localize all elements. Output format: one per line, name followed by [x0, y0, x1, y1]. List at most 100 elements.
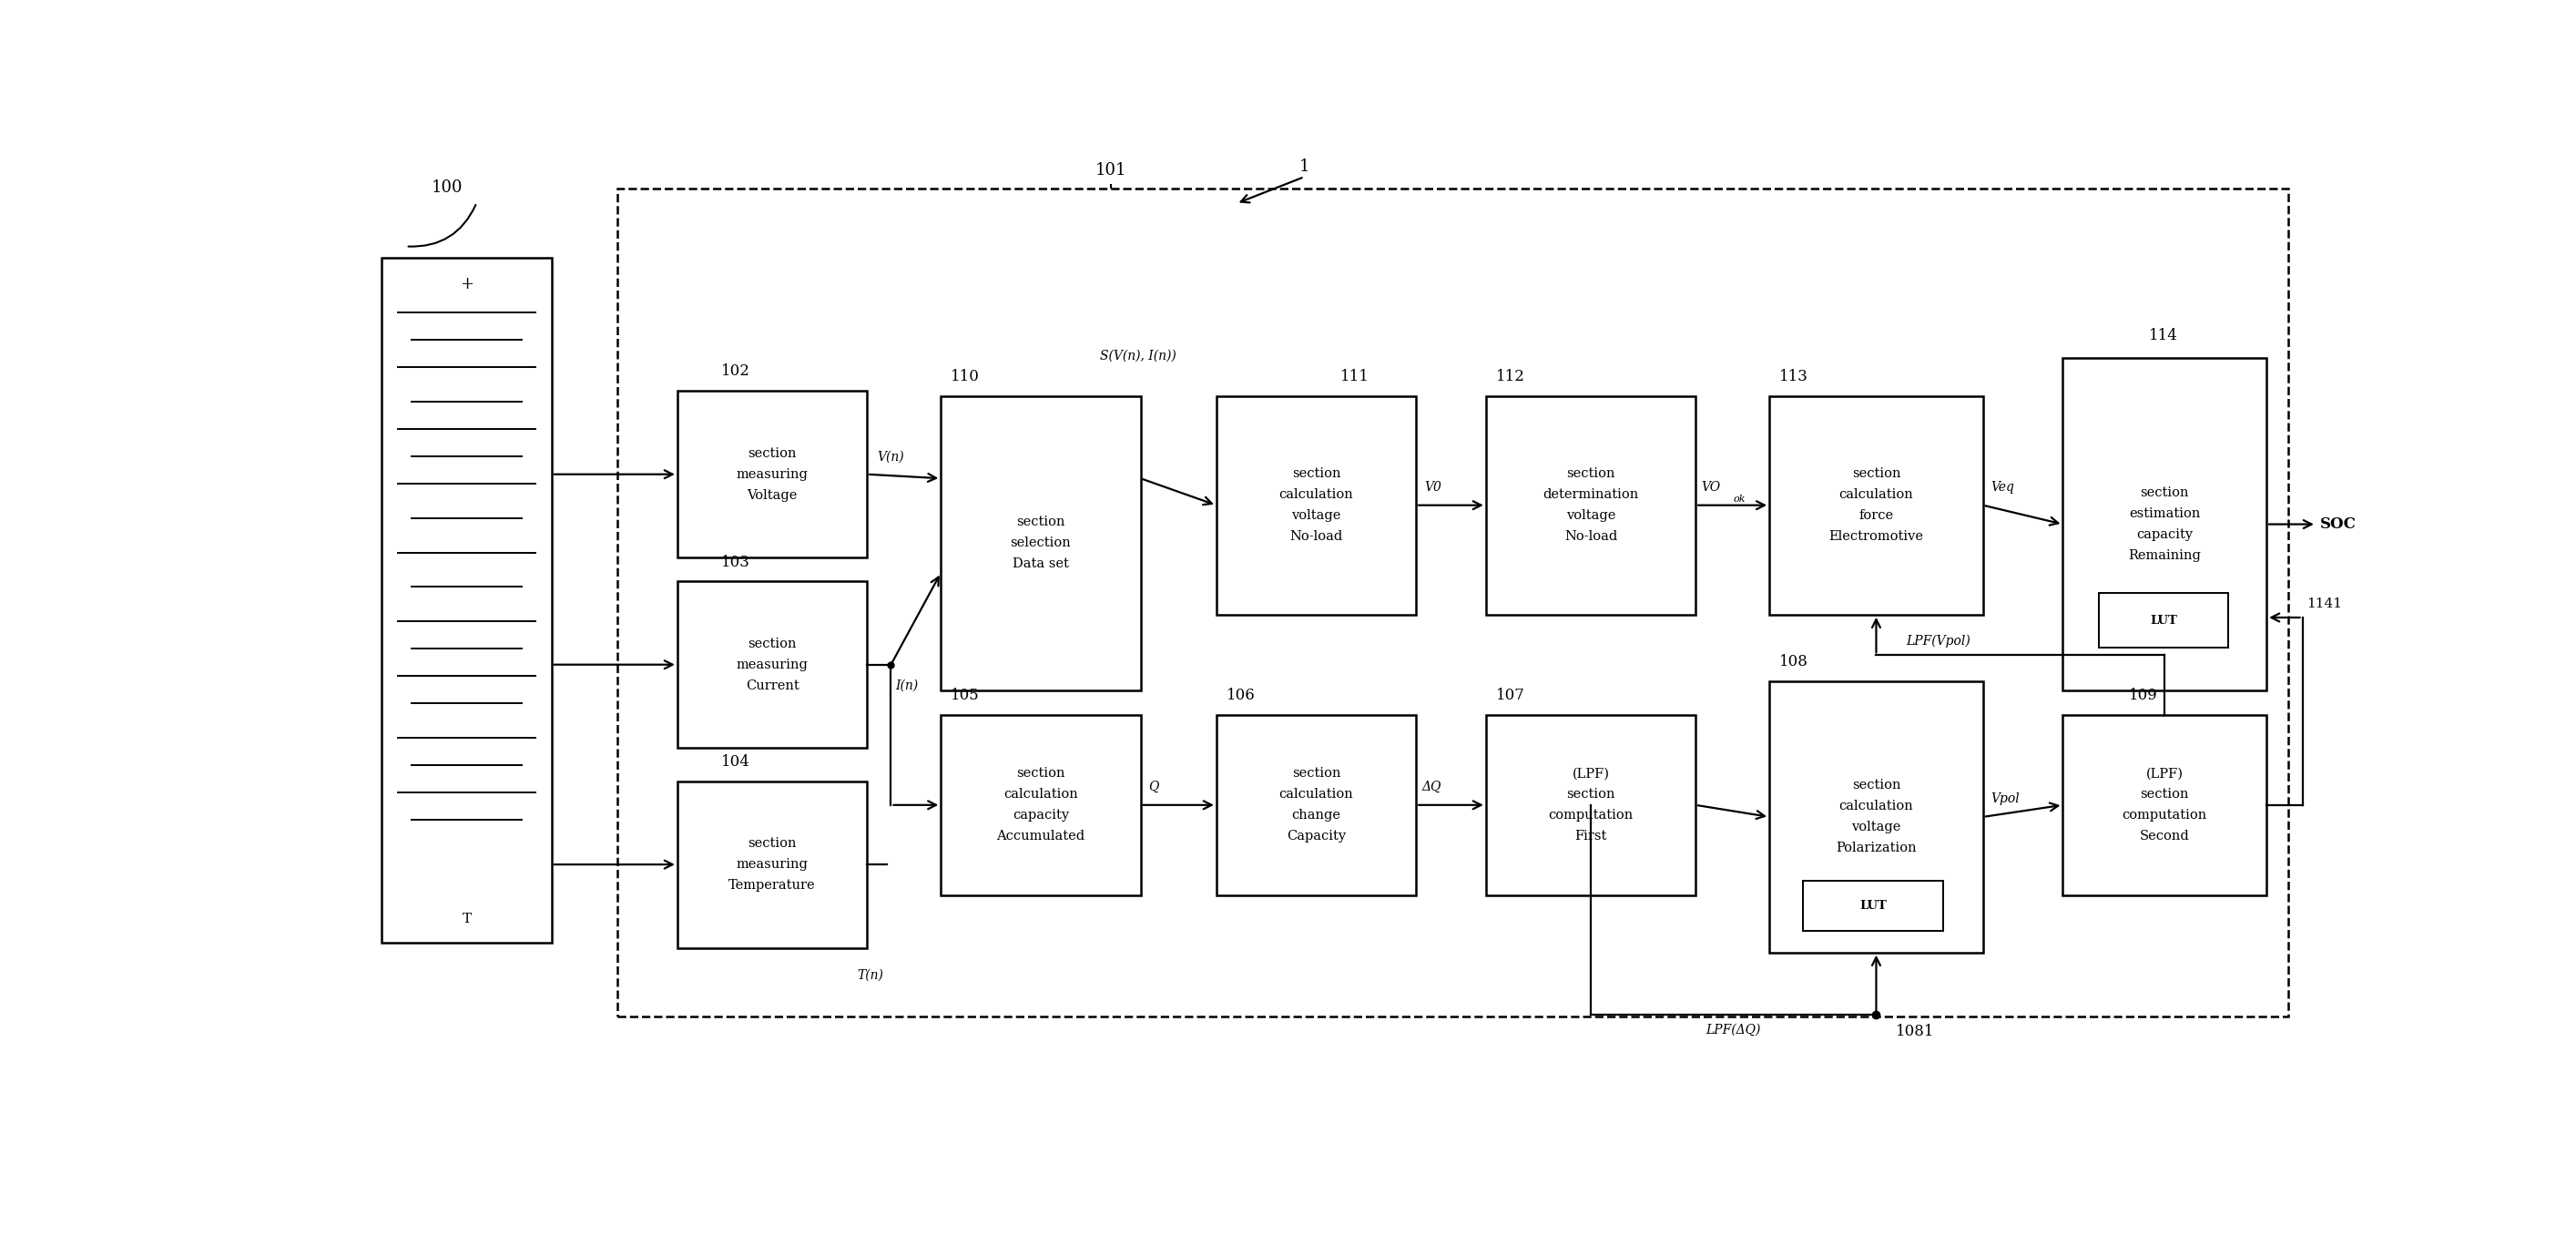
Bar — [1486, 714, 1695, 895]
Text: 104: 104 — [721, 754, 750, 770]
Text: (LPF): (LPF) — [2146, 768, 2184, 780]
Text: selection: selection — [1010, 536, 1072, 550]
Text: section: section — [747, 638, 796, 650]
Text: Electromotive: Electromotive — [1829, 530, 1924, 543]
Bar — [1486, 396, 1695, 614]
Text: First: First — [1574, 831, 1607, 843]
Text: force: force — [1860, 509, 1893, 522]
Text: voltage: voltage — [1566, 509, 1615, 522]
Text: V(n): V(n) — [876, 450, 904, 462]
Bar — [1770, 681, 1984, 953]
Text: 114: 114 — [2148, 328, 2177, 344]
Bar — [940, 714, 1141, 895]
Text: measuring: measuring — [737, 468, 809, 481]
Text: 113: 113 — [1780, 368, 1808, 384]
Bar — [677, 581, 868, 748]
Text: computation: computation — [2123, 810, 2208, 822]
Text: ok: ok — [1734, 494, 1747, 503]
Bar — [1216, 714, 1417, 895]
Text: LPF(ΔQ): LPF(ΔQ) — [1705, 1023, 1762, 1037]
Text: Accumulated: Accumulated — [997, 831, 1084, 843]
Text: section: section — [747, 837, 796, 850]
Text: (LPF): (LPF) — [1571, 768, 1610, 780]
Text: change: change — [1291, 810, 1340, 822]
Text: LUT: LUT — [2151, 614, 2177, 627]
Text: section: section — [1018, 515, 1064, 529]
Text: 102: 102 — [721, 363, 750, 378]
Text: 111: 111 — [1340, 368, 1370, 384]
Text: V0: V0 — [1425, 481, 1440, 494]
Text: calculation: calculation — [1280, 789, 1352, 801]
Text: Data set: Data set — [1012, 557, 1069, 571]
Text: section: section — [1566, 789, 1615, 801]
Text: SOC: SOC — [2321, 517, 2357, 531]
Text: measuring: measuring — [737, 659, 809, 671]
Text: Temperature: Temperature — [729, 879, 817, 892]
Text: calculation: calculation — [1280, 488, 1352, 501]
Text: section: section — [1291, 467, 1340, 480]
Text: T(n): T(n) — [858, 969, 884, 981]
Text: LPF(Vpol): LPF(Vpol) — [1906, 634, 1971, 648]
Text: Voltage: Voltage — [747, 489, 799, 502]
Bar — [677, 781, 868, 948]
Text: section: section — [1566, 467, 1615, 480]
Text: section: section — [2141, 789, 2190, 801]
Text: ΔQ: ΔQ — [1422, 781, 1443, 794]
Text: No-load: No-load — [1291, 530, 1342, 543]
Bar — [1216, 396, 1417, 614]
FancyArrowPatch shape — [410, 205, 477, 246]
Text: Second: Second — [2141, 831, 2190, 843]
Text: calculation: calculation — [1839, 800, 1914, 813]
Text: 109: 109 — [2128, 687, 2159, 703]
Text: LUT: LUT — [1860, 900, 1886, 912]
Text: S(V(n), I(n)): S(V(n), I(n)) — [1100, 350, 1177, 362]
Text: calculation: calculation — [1839, 488, 1914, 501]
Text: voltage: voltage — [1852, 821, 1901, 834]
Text: Vpol: Vpol — [1991, 792, 2020, 806]
Text: Polarization: Polarization — [1837, 842, 1917, 854]
Bar — [381, 258, 551, 943]
Text: 100: 100 — [430, 179, 464, 195]
Text: section: section — [1852, 467, 1901, 480]
Text: measuring: measuring — [737, 858, 809, 871]
Text: voltage: voltage — [1291, 509, 1342, 522]
Text: 103: 103 — [721, 555, 750, 570]
Text: No-load: No-load — [1564, 530, 1618, 543]
Text: 105: 105 — [951, 687, 979, 703]
Bar — [2099, 593, 2228, 648]
Bar — [677, 391, 868, 557]
Text: Remaining: Remaining — [2128, 549, 2200, 562]
Text: I(n): I(n) — [894, 679, 917, 692]
Text: VO: VO — [1703, 481, 1721, 494]
Text: section: section — [1852, 779, 1901, 792]
Text: section: section — [1291, 768, 1340, 780]
Text: 1: 1 — [1298, 158, 1309, 176]
Text: 112: 112 — [1497, 368, 1525, 384]
Bar — [2063, 357, 2267, 691]
Text: calculation: calculation — [1005, 789, 1077, 801]
Text: T: T — [461, 913, 471, 926]
Text: estimation: estimation — [2128, 508, 2200, 520]
Text: section: section — [2141, 487, 2190, 499]
Text: Capacity: Capacity — [1285, 831, 1345, 843]
Bar — [618, 188, 2287, 1016]
Text: +: + — [461, 276, 474, 293]
Text: 1141: 1141 — [2306, 597, 2342, 609]
Text: 101: 101 — [1095, 162, 1126, 179]
Text: 110: 110 — [951, 368, 979, 384]
Text: Veq: Veq — [1991, 481, 2014, 494]
Text: 108: 108 — [1780, 654, 1808, 670]
Bar — [2063, 714, 2267, 895]
Text: capacity: capacity — [2136, 528, 2192, 541]
Bar — [1770, 396, 1984, 614]
Text: section: section — [747, 447, 796, 460]
Text: Current: Current — [744, 680, 799, 692]
Text: 1081: 1081 — [1896, 1023, 1935, 1039]
Text: determination: determination — [1543, 488, 1638, 501]
Text: capacity: capacity — [1012, 810, 1069, 822]
Text: Q: Q — [1149, 781, 1159, 794]
Text: 106: 106 — [1226, 687, 1255, 703]
Text: 107: 107 — [1497, 687, 1525, 703]
Text: section: section — [1018, 768, 1064, 780]
Text: computation: computation — [1548, 810, 1633, 822]
